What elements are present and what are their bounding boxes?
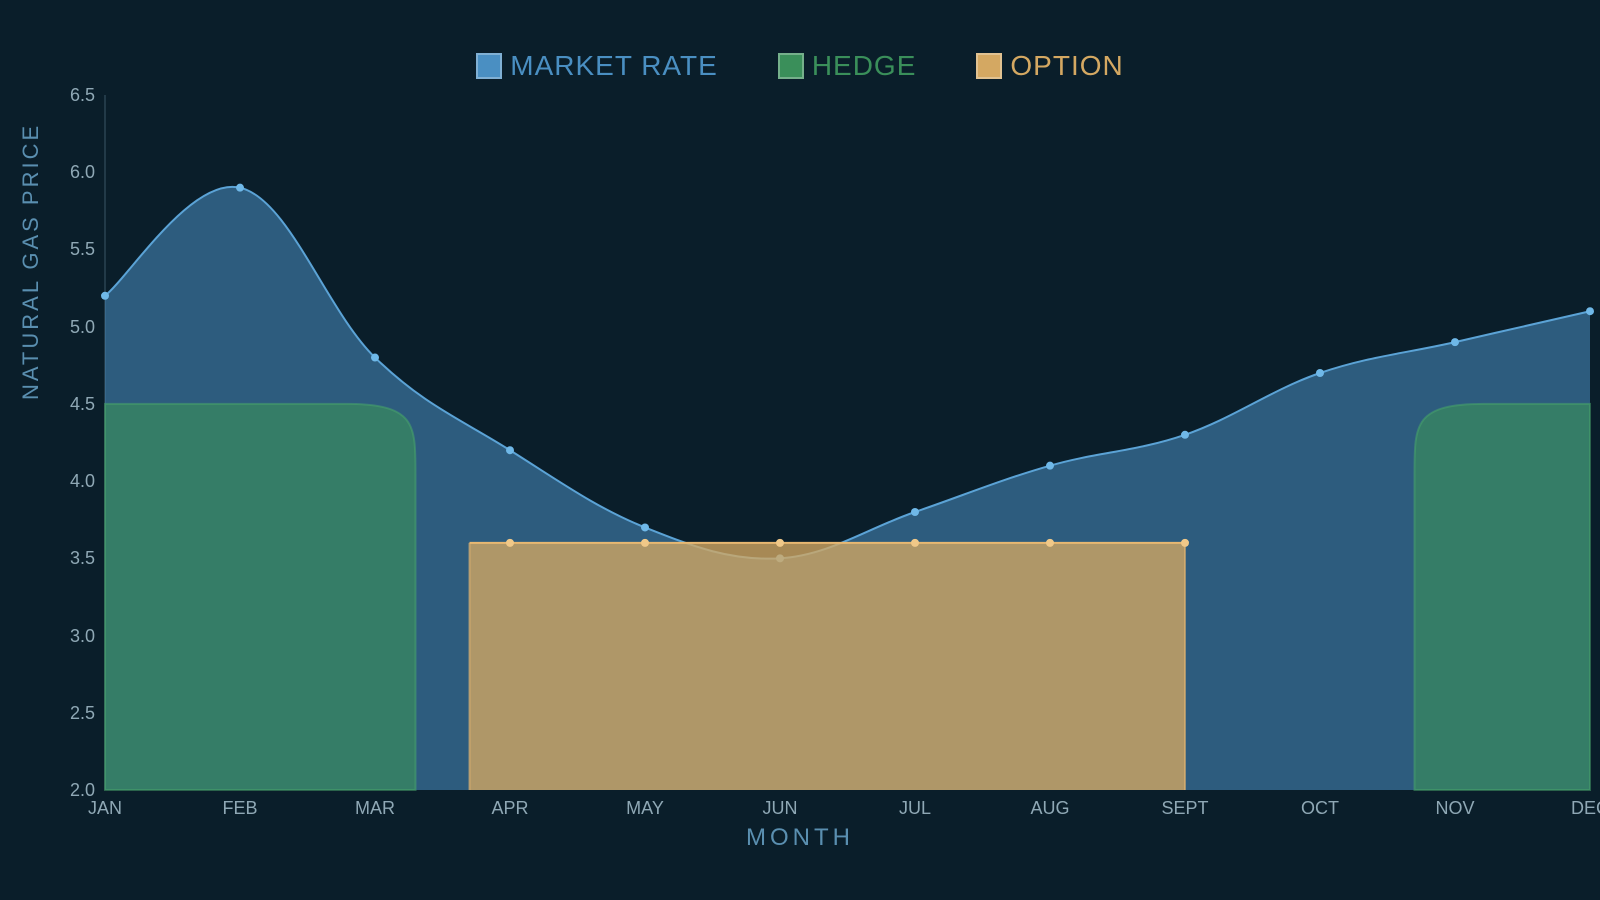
- x-tick-label: MAY: [615, 798, 675, 819]
- x-tick-label: MAR: [345, 798, 405, 819]
- chart-container: MARKET RATE HEDGE OPTION NATURAL GAS PRI…: [0, 0, 1600, 900]
- y-tick-label: 5.0: [55, 317, 95, 338]
- x-tick-label: NOV: [1425, 798, 1485, 819]
- x-tick-label: OCT: [1290, 798, 1350, 819]
- x-tick-label: AUG: [1020, 798, 1080, 819]
- y-tick-label: 2.5: [55, 703, 95, 724]
- y-tick-label: 6.0: [55, 162, 95, 183]
- x-tick-label: DEC: [1560, 798, 1600, 819]
- x-tick-label: JUN: [750, 798, 810, 819]
- x-tick-label: JAN: [75, 798, 135, 819]
- y-tick-label: 6.5: [55, 85, 95, 106]
- x-tick-label: APR: [480, 798, 540, 819]
- x-tick-label: JUL: [885, 798, 945, 819]
- y-tick-label: 5.5: [55, 239, 95, 260]
- x-tick-label: SEPT: [1155, 798, 1215, 819]
- x-tick-label: FEB: [210, 798, 270, 819]
- chart-plot: [0, 0, 1600, 900]
- y-tick-label: 3.0: [55, 626, 95, 647]
- y-tick-label: 4.5: [55, 394, 95, 415]
- y-tick-label: 4.0: [55, 471, 95, 492]
- y-tick-label: 3.5: [55, 548, 95, 569]
